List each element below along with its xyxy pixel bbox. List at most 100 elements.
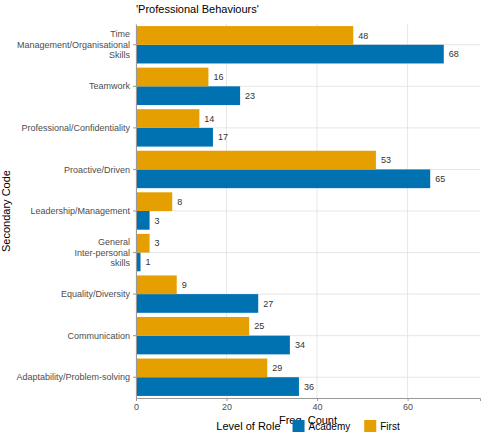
y-tick-label: GeneralInter-personalskills: [74, 237, 130, 268]
data-label: 25: [254, 321, 264, 331]
y-tick-label-line: Teamwork: [89, 81, 131, 91]
bar: [136, 68, 208, 87]
x-tick-mark: [408, 398, 409, 401]
x-tick-label: 60: [403, 402, 413, 412]
y-tick-label-line: Adaptability/Problem-solving: [16, 372, 130, 382]
bar: [136, 109, 199, 128]
data-label: 65: [435, 174, 445, 184]
y-tick-label-line: Management/Organisational: [17, 40, 130, 50]
bar: [136, 86, 240, 105]
x-tick-mark: [317, 398, 318, 401]
y-tick-label: Teamwork: [89, 81, 131, 91]
bar: [136, 234, 150, 253]
y-tick: Adaptability/Problem-solving: [16, 372, 136, 382]
data-label: 36: [304, 382, 314, 392]
bar: [136, 294, 258, 313]
y-tick-mark: [133, 335, 136, 336]
x-axis-line: [137, 399, 481, 402]
x-tick-label: 0: [134, 402, 139, 412]
y-tick-label-line: skills: [111, 258, 131, 268]
bar: [136, 336, 290, 355]
y-tick: Leadership/Management: [30, 206, 136, 216]
x-tick: 20: [222, 398, 232, 412]
data-label: 23: [245, 91, 255, 101]
bar: [136, 192, 172, 211]
plot-area: 68231765312734364816145383925290204060Ti…: [16, 24, 480, 412]
data-label: 3: [155, 216, 160, 226]
legend-label: Academy: [309, 421, 351, 432]
bar: [136, 169, 430, 188]
y-tick-label-line: Inter-personal: [74, 248, 130, 258]
data-label: 16: [213, 72, 223, 82]
y-tick-label-line: Equality/Diversity: [61, 289, 131, 299]
bar: [136, 26, 353, 45]
y-tick-mark: [133, 169, 136, 170]
bar: [136, 275, 177, 294]
x-tick: 60: [403, 398, 413, 412]
bar: [136, 128, 213, 147]
y-tick-label: Proactive/Driven: [64, 165, 130, 175]
title: 'Professional Behaviours': [136, 3, 259, 15]
y-tick-mark: [133, 294, 136, 295]
data-label: 68: [449, 49, 459, 59]
bar: [136, 359, 267, 378]
x-tick-label: 20: [222, 402, 232, 412]
x-tick-mark: [227, 398, 228, 401]
bars: [136, 26, 444, 396]
bar: [136, 151, 376, 170]
data-label: 27: [263, 299, 273, 309]
x-tick: 40: [313, 398, 323, 412]
bar: [136, 211, 150, 230]
y-tick-mark: [133, 86, 136, 87]
grid-line: [136, 211, 480, 212]
y-axis-line: [136, 25, 137, 399]
data-label: 14: [204, 114, 214, 124]
y-axis: TimeManagement/OrganisationalSkills Teamw…: [16, 25, 136, 399]
grid: [136, 24, 480, 398]
y-tick-label: Professional/Confidentiality: [21, 123, 130, 133]
y-tick-mark: [133, 211, 136, 212]
y-tick: Teamwork: [89, 81, 136, 91]
data-label: 9: [182, 280, 187, 290]
data-label: 17: [218, 132, 228, 142]
x-axis: 0 20 40 60: [134, 398, 481, 412]
data-label: 1: [146, 257, 151, 267]
legend-label: First: [380, 421, 400, 432]
y-tick-label-line: Time: [110, 29, 130, 39]
grid-line: [136, 252, 480, 253]
chart: 68231765312734364816145383925290204060Ti…: [0, 0, 500, 440]
y-tick-label: Leadership/Management: [30, 206, 130, 216]
y-tick: Communication: [67, 331, 136, 341]
y-tick-label-line: General: [98, 237, 130, 247]
x-tick: 0: [134, 398, 139, 412]
legend-swatch: [364, 420, 376, 432]
y-tick-mark: [133, 44, 136, 45]
x-tick-label: 40: [313, 402, 323, 412]
y-tick: GeneralInter-personalskills: [74, 237, 136, 268]
data-label: 29: [272, 363, 282, 373]
y-tick-label-line: Professional/Confidentiality: [21, 123, 130, 133]
data-label: 34: [295, 340, 305, 350]
y-tick-label-line: Skills: [109, 50, 131, 60]
bar: [136, 377, 299, 396]
data-label: 3: [155, 238, 160, 248]
y-tick-label: Communication: [67, 331, 130, 341]
legend: Level of RoleAcademyFirst: [216, 420, 400, 432]
y-tick: TimeManagement/OrganisationalSkills: [17, 29, 136, 60]
y-tick-mark: [133, 377, 136, 378]
y-tick-mark: [133, 127, 136, 128]
y-tick-label-line: Leadership/Management: [30, 206, 130, 216]
data-label: 8: [177, 197, 182, 207]
y-tick-label-line: Communication: [67, 331, 130, 341]
y-tick: Professional/Confidentiality: [21, 123, 136, 133]
y-tick: Proactive/Driven: [64, 165, 136, 175]
legend-swatch: [293, 420, 305, 432]
y-tick: Equality/Diversity: [61, 289, 136, 299]
bar: [136, 45, 444, 64]
y-tick-label: Equality/Diversity: [61, 289, 131, 299]
y-tick-label: TimeManagement/OrganisationalSkills: [17, 29, 131, 60]
y-tick-mark: [133, 252, 136, 253]
y-axis-title: Secondary Code: [0, 170, 12, 252]
data-labels: 6823176531273436481614538392529: [146, 31, 459, 392]
data-label: 53: [381, 155, 391, 165]
